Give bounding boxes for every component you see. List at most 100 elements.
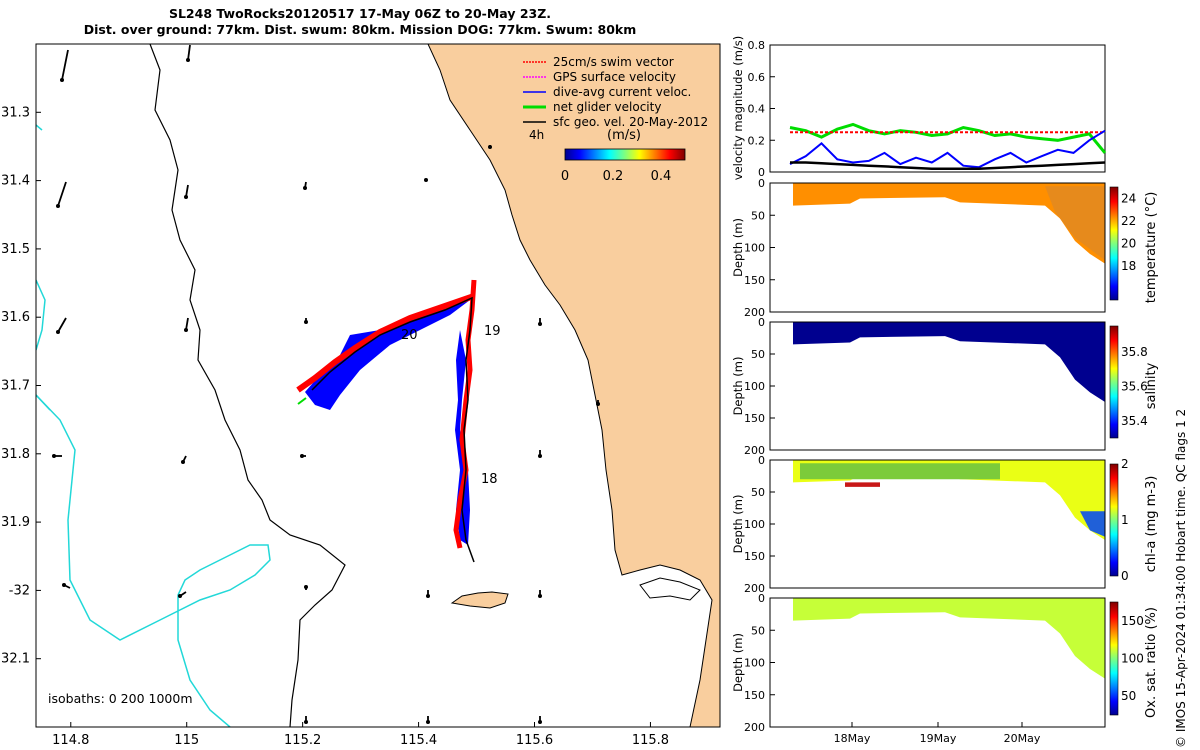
- section-colorbar-tick: 35.8: [1121, 345, 1148, 359]
- map-ytick-label: 31.3: [1, 105, 30, 120]
- section-ytick-label: 150: [744, 274, 765, 287]
- section-colorbar: [1109, 463, 1119, 577]
- sfc-arrow-head: [56, 330, 60, 334]
- velocity-ytick-label: 0.2: [748, 134, 766, 147]
- dive-avg-swath-north: [455, 300, 470, 545]
- map-xtick-label: 115.8: [632, 733, 669, 748]
- time-tick-label: 20May: [1004, 732, 1041, 745]
- section-colorbar-tick: 150: [1121, 614, 1144, 628]
- section-colorbar-tick: 0: [1121, 569, 1129, 583]
- title-line-2: Dist. over ground: 77km. Dist. swum: 80k…: [83, 22, 637, 37]
- section-chl-surface: [800, 463, 1000, 480]
- velocity-ytick-label: 0.8: [748, 39, 766, 52]
- time-tick-label: 18May: [834, 732, 871, 745]
- section-ytick-label: 0: [758, 454, 765, 467]
- map-ytick-label: 31.7: [1, 379, 30, 394]
- sfc-arrow-head: [181, 460, 185, 464]
- legend-label: GPS surface velocity: [553, 70, 676, 84]
- sfc-arrow: [185, 317, 189, 331]
- sfc-arrow: [187, 44, 191, 61]
- section-panel-salinity: 0 50 100 150 200 Depth (m) 35.8 35.6 35.4 salinit…: [731, 316, 1159, 457]
- section-colorbar-tick: 50: [1121, 689, 1136, 703]
- map-xtick-label: 115.2: [284, 733, 321, 748]
- sfc-arrow-head: [60, 78, 64, 82]
- section-colorbar-label: salinity: [1144, 362, 1159, 409]
- section-ytick-label: 0: [758, 177, 765, 190]
- sfc-arrow-head: [300, 454, 304, 458]
- isobath-200m: [149, 44, 346, 727]
- sfc-arrow-head: [596, 402, 600, 406]
- section-chl-max: [845, 482, 880, 487]
- section-ylabel: Depth (m): [731, 357, 745, 416]
- map-axis-ticks: 114.8 115 115.2 115.4 115.6 115.8 31.3 31.4 31.5…: [1, 105, 669, 748]
- sfc-arrow-head: [186, 58, 190, 62]
- legend-label: sfc geo. vel. 20-May-2012: [553, 115, 708, 129]
- section-colorbar-label: temperature (°C): [1144, 192, 1159, 304]
- section-ytick-label: 150: [744, 550, 765, 563]
- legend-side-label: 4h: [529, 128, 544, 142]
- sfc-arrow-head: [62, 583, 66, 587]
- velocity-axes-frame: [769, 44, 1106, 173]
- section-colorbar-tick: 1: [1121, 513, 1129, 527]
- section-ylabel: Depth (m): [731, 495, 745, 554]
- net-track-line: [311, 296, 475, 563]
- section-colorbar-tick: 35.4: [1121, 414, 1148, 428]
- day-label-19: 19: [484, 324, 501, 339]
- sfc-arrow-head: [52, 454, 56, 458]
- colorbar-label: (m/s): [607, 128, 641, 143]
- section-warm-core: [1045, 186, 1105, 261]
- section-colorbar-tick: 24: [1121, 191, 1136, 205]
- section-colorbar: [1109, 186, 1119, 301]
- isobath-1000m: [36, 124, 271, 727]
- section-colorbar-tick: 100: [1121, 652, 1144, 666]
- sfc-arrow-head: [303, 186, 307, 190]
- map-xtick-label: 114.8: [52, 733, 89, 748]
- section-panel-temperature: 0 50 100 150 200 Depth (m) 24 22 20 18 temperature…: [731, 177, 1159, 319]
- map-xtick-label: 115: [174, 733, 199, 748]
- section-ytick-label: 150: [744, 689, 765, 702]
- section-colorbar-tick: 2: [1121, 457, 1129, 471]
- section-colorbar-tick: 20: [1121, 237, 1136, 251]
- sfc-arrow-head: [424, 178, 428, 182]
- sfc-arrow-head: [178, 594, 182, 598]
- time-axis: 18May 19May 20May: [834, 722, 1041, 745]
- section-colorbar: [1109, 325, 1119, 439]
- section-ytick-label: 100: [744, 518, 765, 531]
- section-ylabel: Depth (m): [731, 633, 745, 692]
- section-ytick-label: 50: [751, 209, 765, 222]
- map-ytick-label: 32.1: [1, 652, 30, 667]
- sfc-arrow-head: [304, 585, 308, 589]
- island-rottnest: [450, 591, 509, 609]
- title-line-1: SL248 TwoRocks20120517 17-May 06Z to 20-…: [168, 6, 552, 21]
- map-colorbar: [564, 148, 686, 161]
- sfc-arrow-head: [538, 454, 542, 458]
- legend-label: dive-avg current veloc.: [553, 85, 691, 99]
- velocity-ylabel: velocity magnitude (m/s): [731, 36, 745, 181]
- sfc-arrow: [57, 181, 67, 207]
- map-ytick-label: 31.8: [1, 447, 30, 462]
- section-data-oxygen: [793, 598, 1105, 679]
- sfc-arrow-head: [426, 720, 430, 724]
- colorbar-tick-label: 0: [561, 169, 569, 184]
- day-label-18: 18: [481, 472, 498, 487]
- map-ytick-label: 31.6: [1, 310, 30, 325]
- velocity-series-net: [789, 122, 1107, 154]
- section-ytick-label: 0: [758, 592, 765, 605]
- legend-label: 25cm/s swim vector: [553, 55, 674, 69]
- map-ytick-label: 31.4: [1, 174, 30, 189]
- figure-title: SL248 TwoRocks20120517 17-May 06Z to 20-…: [0, 6, 720, 38]
- day-label-20: 20: [401, 328, 418, 343]
- sfc-arrow-head: [184, 195, 188, 199]
- section-ytick-label: 0: [758, 316, 765, 329]
- sfc-arrow-head: [538, 322, 542, 326]
- sfc-arrow-head: [488, 145, 492, 149]
- velocity-ytick-label: 0: [758, 166, 765, 179]
- velocity-series-dive_avg: [789, 129, 1106, 169]
- section-ytick-label: 50: [751, 486, 765, 499]
- section-ytick-label: 50: [751, 624, 765, 637]
- sfc-arrow: [61, 49, 69, 81]
- sfc-arrow-head: [184, 328, 188, 332]
